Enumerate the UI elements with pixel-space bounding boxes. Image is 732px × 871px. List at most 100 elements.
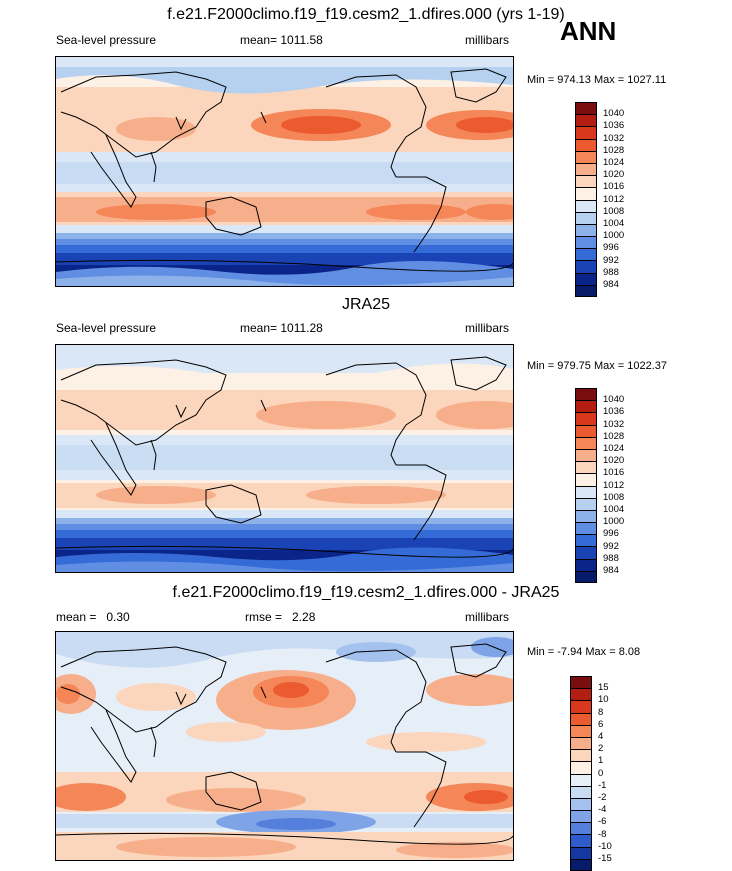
- panel-obs-units-label: millibars: [465, 321, 510, 335]
- panel-obs-title: JRA25: [341, 296, 391, 313]
- colorbar-swatch: [570, 676, 592, 689]
- colorbar-label: 1: [598, 755, 604, 767]
- colorbar-swatch: [575, 162, 597, 176]
- panel-model-colorbar: [575, 102, 597, 297]
- colorbar-swatch: [575, 150, 597, 163]
- colorbar-swatch: [575, 424, 597, 437]
- colorbar-swatch: [570, 846, 592, 859]
- colorbar-swatch: [575, 461, 597, 474]
- colorbar-label: 1016: [603, 181, 625, 193]
- colorbar-label: -2: [598, 792, 607, 803]
- colorbar-label: 1020: [603, 455, 625, 467]
- panel-obs-colorbar: [575, 388, 597, 583]
- panel-diff-units-label: millibars: [465, 610, 510, 624]
- colorbar-swatch: [570, 712, 592, 725]
- colorbar-label: -10: [598, 840, 612, 852]
- colorbar-swatch: [575, 284, 597, 297]
- colorbar-label: 1028: [603, 430, 625, 442]
- colorbar-label: -15: [598, 853, 612, 864]
- colorbar-label: 1036: [603, 120, 625, 132]
- colorbar-label: 1004: [603, 218, 625, 229]
- colorbar-label: 984: [603, 565, 619, 576]
- panel-model-units-label: millibars: [465, 33, 510, 47]
- colorbar-swatch: [575, 546, 597, 559]
- colorbar-label: 1012: [603, 479, 625, 491]
- colorbar-label: 988: [603, 266, 619, 278]
- colorbar-label: -4: [598, 804, 607, 816]
- panel-diff-rmse-label: rmse = 2.28: [245, 610, 316, 624]
- panel-obs-map-graphic: [56, 345, 513, 572]
- colorbar-swatch: [575, 388, 597, 401]
- colorbar-swatch: [575, 473, 597, 486]
- colorbar-label: 1024: [603, 443, 625, 454]
- colorbar-swatch: [570, 773, 592, 786]
- colorbar-swatch: [575, 114, 597, 127]
- panel-model-minmax: Min = 974.13 Max = 1027.11: [527, 74, 667, 86]
- colorbar-swatch: [570, 785, 592, 798]
- colorbar-swatch: [575, 248, 597, 261]
- colorbar-label: 0: [598, 767, 604, 779]
- colorbar-swatch: [575, 448, 597, 462]
- panel-obs-variable-label: Sea-level pressure: [56, 321, 157, 335]
- panel-model-map: [55, 56, 514, 287]
- colorbar-label: 1016: [603, 467, 625, 479]
- colorbar-label: 1024: [603, 157, 625, 168]
- colorbar-swatch: [575, 522, 597, 535]
- colorbar-label: -8: [598, 828, 607, 840]
- colorbar-label: 2: [598, 743, 604, 755]
- colorbar-swatch: [575, 260, 597, 273]
- colorbar-label: 1020: [603, 169, 625, 181]
- colorbar-swatch: [575, 436, 597, 449]
- colorbar-swatch: [570, 761, 592, 774]
- colorbar-swatch: [570, 822, 592, 835]
- colorbar-swatch: [575, 102, 597, 115]
- colorbar-swatch: [570, 700, 592, 713]
- colorbar-swatch: [575, 558, 597, 571]
- colorbar-label: 1012: [603, 193, 625, 205]
- panel-diff-map-graphic: [56, 632, 513, 860]
- colorbar-swatch: [570, 736, 592, 750]
- colorbar-swatch: [575, 412, 597, 425]
- colorbar-label: 1008: [603, 491, 625, 503]
- colorbar-swatch: [570, 834, 592, 847]
- panel-model-variable-label: Sea-level pressure: [56, 33, 157, 47]
- panel-obs-minmax: Min = 979.75 Max = 1022.37: [527, 360, 668, 372]
- panel-obs-mean-label: mean= 1011.28: [240, 321, 323, 335]
- panel-obs-map: [55, 344, 514, 573]
- panel-diff-colorbar: [570, 676, 592, 871]
- colorbar-swatch: [575, 175, 597, 188]
- colorbar-label: 4: [598, 731, 604, 742]
- colorbar-label: 1032: [603, 418, 625, 430]
- colorbar-label: 15: [598, 682, 609, 694]
- panel-model-mean-label: mean= 1011.58: [240, 33, 323, 47]
- colorbar-label: 1004: [603, 504, 625, 515]
- panel-diff-title: f.e21.F2000climo.f19_f19.cesm2_1.dfires.…: [172, 584, 560, 601]
- colorbar-swatch: [570, 724, 592, 737]
- colorbar-label: 984: [603, 279, 619, 290]
- panel-diff-minmax: Min = -7.94 Max = 8.08: [527, 646, 641, 658]
- colorbar-label: 996: [603, 528, 619, 540]
- colorbar-label: 6: [598, 718, 604, 730]
- colorbar-label: 996: [603, 242, 619, 254]
- colorbar-swatch: [575, 187, 597, 200]
- colorbar-label: 1008: [603, 205, 625, 217]
- colorbar-label: 988: [603, 552, 619, 564]
- colorbar-label: 1000: [603, 516, 625, 528]
- colorbar-label: 1028: [603, 144, 625, 156]
- colorbar-swatch: [575, 199, 597, 212]
- colorbar-label: -1: [598, 779, 607, 791]
- panel-diff-mean-label: mean = 0.30: [56, 610, 130, 624]
- colorbar-swatch: [575, 126, 597, 139]
- colorbar-swatch: [575, 400, 597, 413]
- colorbar-swatch: [570, 797, 592, 811]
- colorbar-label: 1000: [603, 230, 625, 242]
- colorbar-label: 10: [598, 694, 609, 706]
- colorbar-swatch: [575, 534, 597, 547]
- colorbar-label: 8: [598, 706, 604, 718]
- panel-model-map-graphic: [56, 57, 513, 286]
- colorbar-swatch: [575, 485, 597, 498]
- colorbar-label: -6: [598, 816, 607, 828]
- colorbar-label: 1040: [603, 108, 625, 120]
- colorbar-swatch: [570, 688, 592, 701]
- panel-diff-map: [55, 631, 514, 861]
